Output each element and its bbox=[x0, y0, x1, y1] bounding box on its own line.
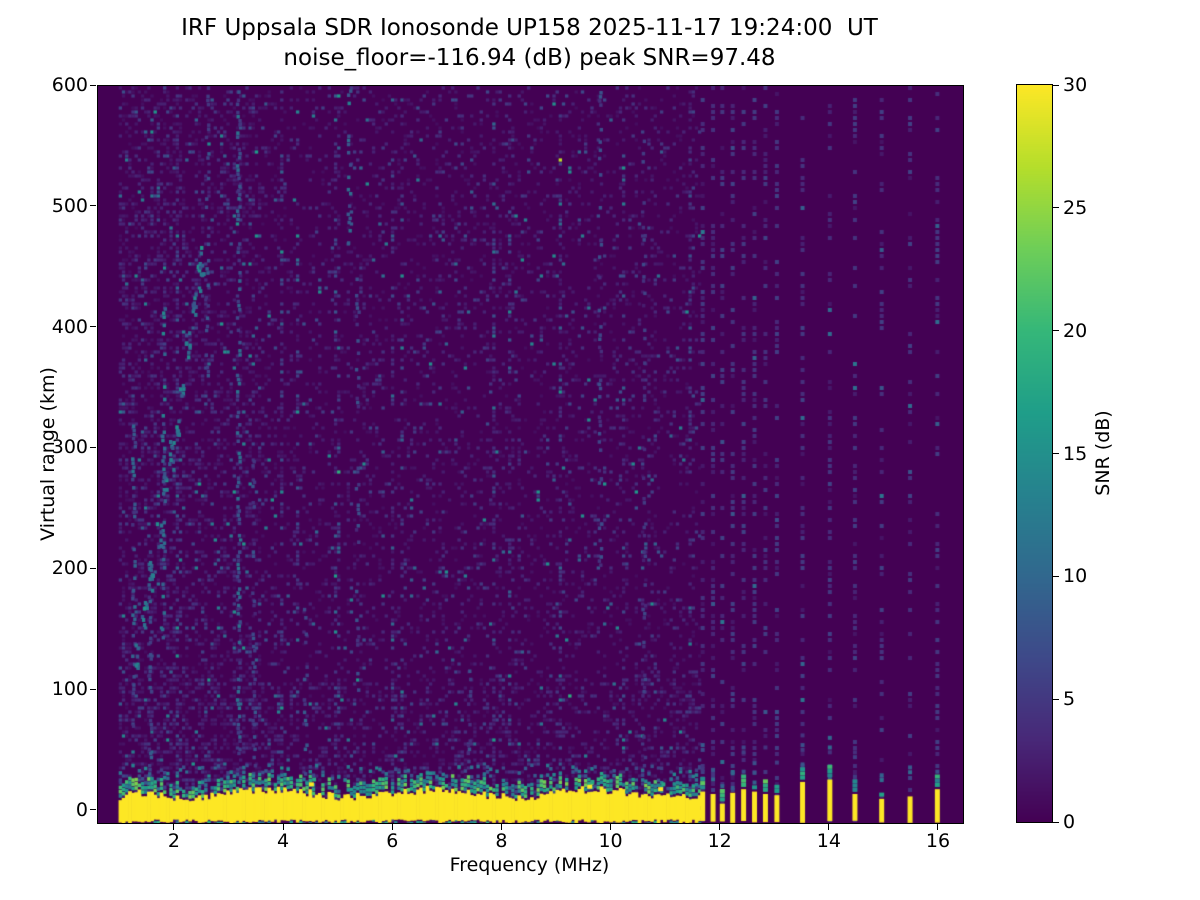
colorbar-tick-label: 0 bbox=[1063, 811, 1076, 833]
chart-title-line1: IRF Uppsala SDR Ionosonde UP158 2025-11-… bbox=[181, 15, 878, 41]
colorbar-tick bbox=[1053, 575, 1059, 577]
y-tick bbox=[90, 446, 96, 448]
chart-title: IRF Uppsala SDR Ionosonde UP158 2025-11-… bbox=[97, 13, 962, 73]
y-tick-label: 600 bbox=[51, 74, 88, 96]
y-tick-label: 0 bbox=[75, 798, 88, 821]
x-tick bbox=[173, 824, 175, 830]
colorbar-tick-label: 25 bbox=[1063, 196, 1088, 219]
colorbar-label: SNR (dB) bbox=[1092, 410, 1114, 496]
colorbar-tick-label: 10 bbox=[1063, 565, 1088, 588]
colorbar-tick-label: 15 bbox=[1063, 442, 1088, 465]
y-tick bbox=[90, 84, 96, 86]
colorbar-tick bbox=[1053, 330, 1059, 332]
y-tick-label: 500 bbox=[51, 194, 88, 217]
x-tick-label: 4 bbox=[277, 830, 290, 852]
colorbar-tick bbox=[1053, 821, 1059, 823]
colorbar-tick bbox=[1053, 453, 1059, 454]
x-tick bbox=[391, 824, 393, 830]
colorbar bbox=[1016, 84, 1053, 823]
y-tick bbox=[90, 809, 96, 811]
x-tick-label: 12 bbox=[707, 830, 732, 852]
x-axis-label: Frequency (MHz) bbox=[449, 854, 610, 876]
y-tick bbox=[90, 688, 96, 690]
colorbar-gradient-canvas bbox=[1017, 85, 1052, 822]
colorbar-tick-label: 5 bbox=[1063, 688, 1076, 711]
x-tick bbox=[610, 824, 612, 830]
colorbar-tick bbox=[1053, 698, 1059, 700]
colorbar-tick-label: 30 bbox=[1063, 74, 1088, 96]
y-tick-label: 300 bbox=[51, 436, 88, 459]
ionogram-heatmap-canvas bbox=[98, 86, 963, 823]
x-tick bbox=[500, 824, 502, 830]
x-tick-label: 6 bbox=[386, 830, 399, 852]
x-tick-label: 14 bbox=[816, 830, 841, 852]
x-tick-label: 16 bbox=[925, 830, 951, 852]
y-tick bbox=[90, 567, 96, 569]
colorbar-tick bbox=[1053, 84, 1059, 86]
x-tick bbox=[719, 824, 721, 830]
y-tick-label: 100 bbox=[51, 678, 88, 701]
colorbar-tick-label: 20 bbox=[1063, 319, 1088, 342]
y-tick-label: 400 bbox=[51, 315, 88, 338]
x-tick-label: 10 bbox=[598, 830, 623, 852]
y-tick-label: 200 bbox=[51, 557, 88, 580]
chart-title-line2: noise_floor=-116.94 (dB) peak SNR=97.48 bbox=[283, 45, 776, 71]
y-tick bbox=[90, 326, 96, 328]
x-tick-label: 8 bbox=[495, 830, 508, 852]
plot-area bbox=[97, 85, 964, 824]
colorbar-tick bbox=[1053, 207, 1059, 209]
x-tick bbox=[937, 824, 939, 830]
x-tick bbox=[828, 824, 830, 830]
y-tick bbox=[90, 205, 96, 207]
x-tick bbox=[282, 824, 284, 830]
x-tick-label: 2 bbox=[167, 830, 180, 852]
